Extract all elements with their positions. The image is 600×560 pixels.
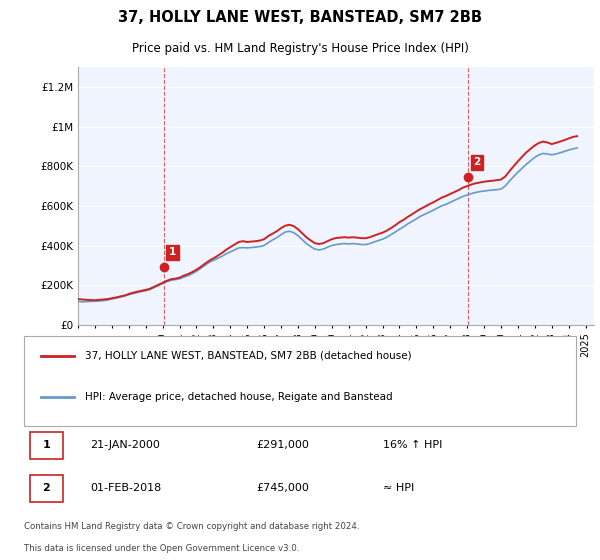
Text: 37, HOLLY LANE WEST, BANSTEAD, SM7 2BB (detached house): 37, HOLLY LANE WEST, BANSTEAD, SM7 2BB (… bbox=[85, 351, 412, 361]
FancyBboxPatch shape bbox=[29, 475, 62, 502]
Text: 21-JAN-2000: 21-JAN-2000 bbox=[90, 440, 160, 450]
Text: Contains HM Land Registry data © Crown copyright and database right 2024.: Contains HM Land Registry data © Crown c… bbox=[24, 522, 359, 531]
Text: This data is licensed under the Open Government Licence v3.0.: This data is licensed under the Open Gov… bbox=[24, 544, 299, 553]
Text: £291,000: £291,000 bbox=[256, 440, 309, 450]
Text: 01-FEB-2018: 01-FEB-2018 bbox=[90, 483, 161, 493]
Text: 1: 1 bbox=[42, 440, 50, 450]
Text: Price paid vs. HM Land Registry's House Price Index (HPI): Price paid vs. HM Land Registry's House … bbox=[131, 41, 469, 55]
Text: 2: 2 bbox=[42, 483, 50, 493]
Text: £745,000: £745,000 bbox=[256, 483, 309, 493]
FancyBboxPatch shape bbox=[29, 432, 62, 459]
Text: 2: 2 bbox=[473, 157, 481, 167]
Text: 37, HOLLY LANE WEST, BANSTEAD, SM7 2BB: 37, HOLLY LANE WEST, BANSTEAD, SM7 2BB bbox=[118, 10, 482, 25]
Text: 1: 1 bbox=[169, 248, 176, 257]
FancyBboxPatch shape bbox=[24, 336, 576, 426]
Text: ≈ HPI: ≈ HPI bbox=[383, 483, 414, 493]
Text: 16% ↑ HPI: 16% ↑ HPI bbox=[383, 440, 442, 450]
Text: HPI: Average price, detached house, Reigate and Banstead: HPI: Average price, detached house, Reig… bbox=[85, 392, 392, 402]
